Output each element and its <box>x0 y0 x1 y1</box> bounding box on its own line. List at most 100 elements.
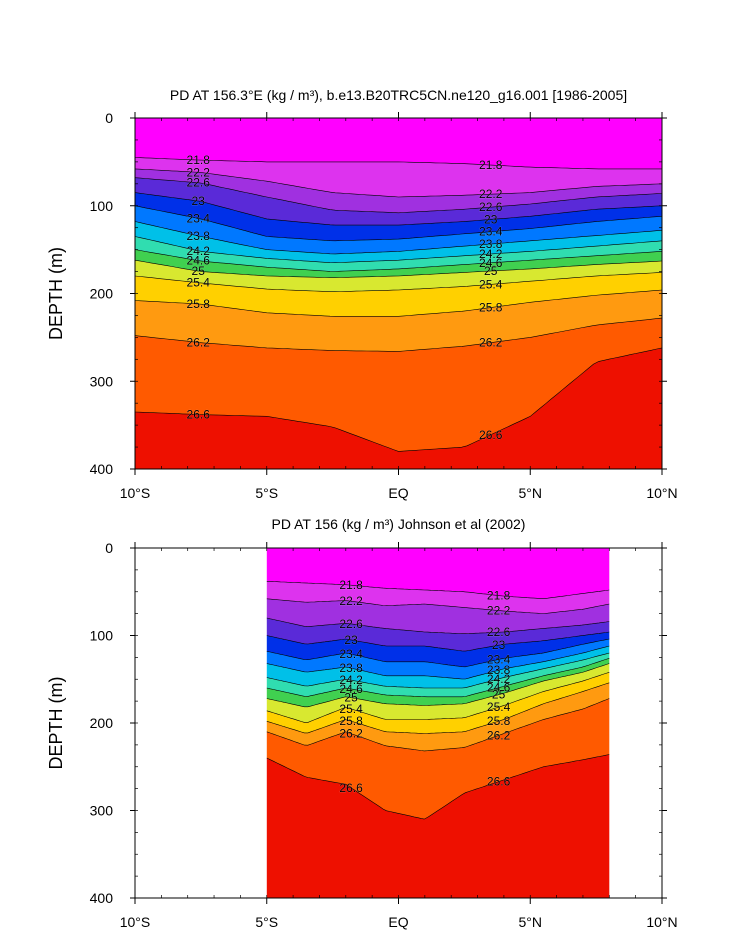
isopycnal-line <box>266 645 610 680</box>
contour-label: 23.4 <box>487 652 511 666</box>
density-band <box>266 548 610 599</box>
x-tick-label: 5°S <box>255 914 278 930</box>
x-tick-label: 5°N <box>519 914 543 930</box>
isopycnal-line <box>135 259 662 278</box>
contour-label: 24.6 <box>339 682 363 696</box>
contour-label: 24.6 <box>479 256 503 270</box>
isopycnal-line <box>266 631 610 652</box>
density-band <box>266 646 610 688</box>
contour-label: 26.2 <box>187 335 211 349</box>
isopycnal-line <box>135 221 662 255</box>
density-band <box>135 236 662 272</box>
isopycnal-line <box>135 347 662 452</box>
chart-title: PD AT 156 (kg / m³) Johnson et al (2002) <box>272 516 526 532</box>
density-band <box>266 598 610 634</box>
isopycnal-line <box>266 663 610 708</box>
y-tick-label: 400 <box>90 890 114 906</box>
contour-label: 25.4 <box>479 277 503 291</box>
density-band <box>135 118 662 169</box>
density-band <box>135 318 662 452</box>
contour-label: 26.6 <box>187 408 211 422</box>
density-band <box>266 618 610 652</box>
contour-label: 22.2 <box>487 604 511 618</box>
density-band <box>266 632 610 667</box>
density-band <box>266 754 610 898</box>
contour-label: 24.2 <box>479 247 503 261</box>
y-tick-label: 200 <box>90 715 114 731</box>
contour-label: 23.4 <box>339 647 363 661</box>
isopycnal-line <box>135 236 662 264</box>
density-band <box>266 653 610 697</box>
contour-label: 26.2 <box>479 336 503 350</box>
isopycnal-line <box>135 168 662 198</box>
y-axis-label: DEPTH (m) <box>46 677 66 770</box>
contour-label: 22.6 <box>187 176 211 190</box>
x-tick-label: EQ <box>388 914 408 930</box>
contour-label: 25.4 <box>487 700 511 714</box>
y-tick-label: 300 <box>90 803 114 819</box>
contour-label: 23.4 <box>187 211 211 225</box>
contour-label: 24.2 <box>339 673 363 687</box>
contour-label: 25.4 <box>339 702 363 716</box>
contour-label: 21.8 <box>479 158 503 172</box>
isopycnal-line <box>135 177 662 214</box>
density-band <box>135 272 662 317</box>
contour-label: 25.8 <box>187 297 211 311</box>
contour-label: 23.8 <box>479 237 503 251</box>
density-band <box>266 658 610 707</box>
density-band <box>266 672 610 734</box>
isopycnal-line <box>266 652 610 689</box>
contour-label: 25 <box>484 264 498 278</box>
y-tick-label: 400 <box>90 461 114 477</box>
isopycnal-line <box>135 272 662 293</box>
contour-label: 22.2 <box>339 594 363 608</box>
contour-label: 25 <box>344 691 358 705</box>
density-band <box>135 168 662 213</box>
contour-label: 22.6 <box>487 625 511 639</box>
isopycnal-line <box>135 289 662 317</box>
x-tick-label: 5°N <box>519 485 543 501</box>
x-tick-label: 10°N <box>646 914 677 930</box>
isopycnal-line <box>135 249 662 272</box>
isopycnal-line <box>135 157 662 170</box>
isopycnal-line <box>135 317 662 352</box>
contour-label: 23 <box>484 212 498 226</box>
isopycnal-line <box>266 617 610 635</box>
y-tick-label: 300 <box>90 373 114 389</box>
x-tick-label: 10°N <box>646 485 677 501</box>
density-band <box>135 249 662 278</box>
contour-label: 23 <box>192 194 206 208</box>
y-tick-label: 0 <box>105 110 113 126</box>
density-band <box>135 347 662 469</box>
x-tick-label: 5°S <box>255 485 278 501</box>
contour-label: 25.8 <box>487 714 511 728</box>
contour-label: 22.2 <box>187 165 211 179</box>
isopycnal-line <box>135 205 662 242</box>
contour-label: 26.2 <box>339 727 363 741</box>
contour-label: 23.4 <box>479 225 503 239</box>
panel-model: 21.8 21.822.222.222.622.6232323.423.423.8… <box>46 87 678 501</box>
isopycnal-line <box>266 638 610 668</box>
y-tick-label: 200 <box>90 286 114 302</box>
contour-label: 24.6 <box>187 254 211 268</box>
density-band <box>135 290 662 352</box>
contour-label: 25.4 <box>187 276 211 290</box>
contour-label: 25.8 <box>479 301 503 315</box>
y-axis-label: DEPTH (m) <box>46 247 66 340</box>
contour-label: 26.6 <box>339 781 363 795</box>
density-band <box>266 698 610 820</box>
contour-label: 26.2 <box>487 728 511 742</box>
contour-label: 22.6 <box>339 617 363 631</box>
contour-label: 24.6 <box>487 681 511 695</box>
y-tick-label: 100 <box>90 628 114 644</box>
contour-label: 21.8 <box>487 589 511 603</box>
contour-label: 24.2 <box>187 244 211 258</box>
isopycnal-line <box>266 754 610 820</box>
isopycnal-line <box>266 581 610 599</box>
contour-label: 23 <box>492 638 506 652</box>
density-band <box>266 581 610 614</box>
